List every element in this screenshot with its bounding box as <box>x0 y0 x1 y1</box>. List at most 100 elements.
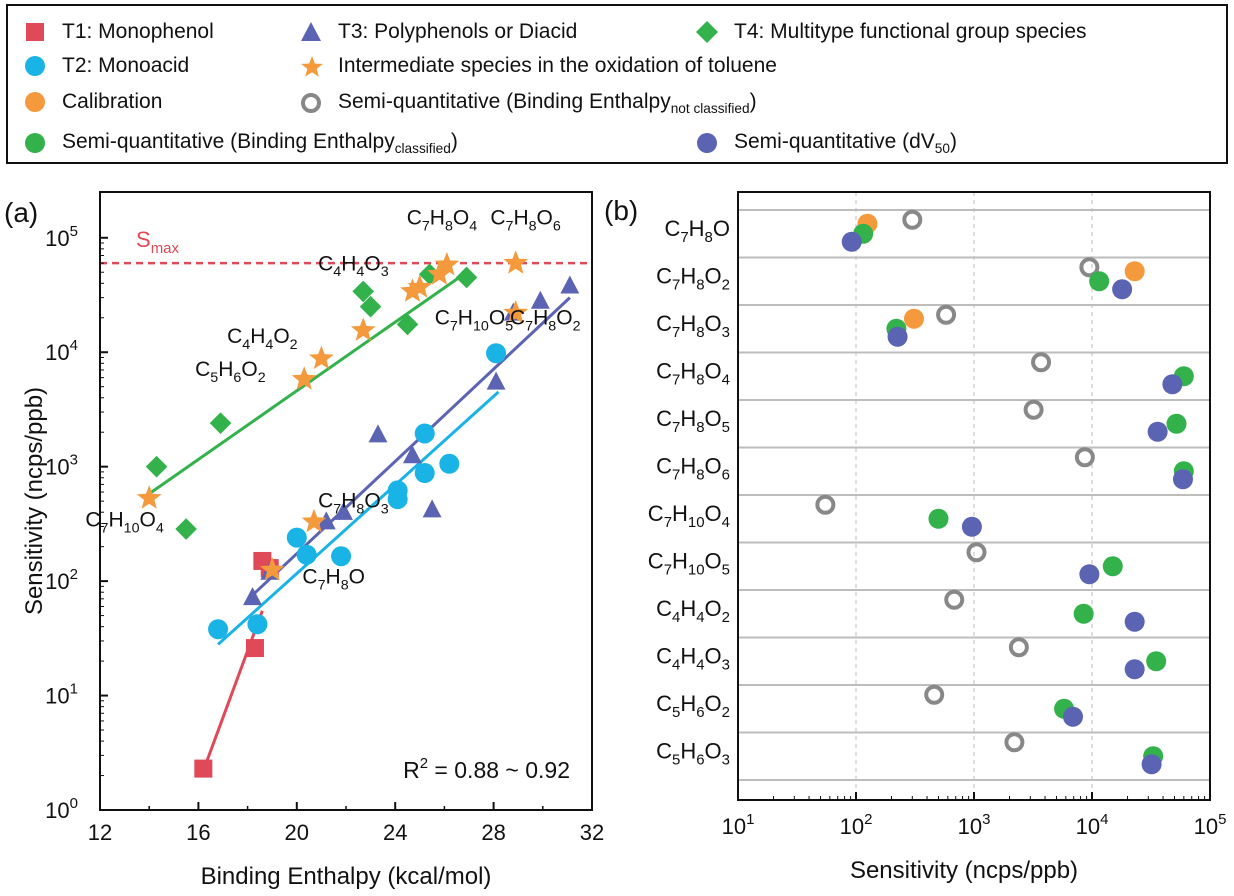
diamond-marker-icon <box>696 21 718 43</box>
data-point <box>194 759 213 778</box>
data-point <box>1004 732 1025 753</box>
data-point <box>903 308 924 329</box>
data-point <box>486 371 506 390</box>
y-tick-label: 101 <box>45 681 78 709</box>
legend-item-t1: T1: Monophenol <box>24 20 214 44</box>
data-point <box>209 412 232 434</box>
data-point <box>418 263 441 286</box>
data-point <box>334 501 353 520</box>
data-point <box>1023 399 1044 420</box>
category-label: C7H10O4 <box>648 501 730 531</box>
x-tick-label: 102 <box>840 811 873 839</box>
data-point <box>1172 469 1193 490</box>
x-axis-title-a: Binding Enthalpy (kcal/mol) <box>201 863 492 890</box>
data-point <box>286 527 307 548</box>
category-label: C7H8O2 <box>656 263 730 293</box>
data-point <box>1089 271 1110 292</box>
data-point <box>1147 421 1168 442</box>
data-point <box>503 250 529 274</box>
x-tick-label: 104 <box>1076 811 1109 839</box>
data-point <box>936 304 957 325</box>
data-point <box>1062 706 1083 727</box>
y-tick-label: 100 <box>45 795 78 823</box>
legend-label: T3: Polyphenols or Diacid <box>338 20 578 43</box>
legend-label: T2: Monoacid <box>62 54 190 77</box>
data-point <box>815 494 836 515</box>
x-tick-label: 103 <box>958 811 991 839</box>
category-label: C5H6O3 <box>656 738 730 768</box>
square-marker-icon <box>24 21 46 43</box>
data-point <box>145 455 168 478</box>
formula-annotation: C7H8O2 <box>510 306 581 334</box>
data-point <box>1074 447 1095 468</box>
legend-item-semi-not-classified: Semi-quantitative (Binding Enthalpynot c… <box>300 90 757 116</box>
circle-marker-icon <box>696 132 718 154</box>
data-point <box>966 542 987 563</box>
fit-line <box>148 276 461 495</box>
fit-line <box>201 610 264 772</box>
data-point <box>352 280 375 303</box>
formula-annotation: C4H4O3 <box>318 252 389 280</box>
formula-annotation: C7H8O3 <box>318 489 389 517</box>
data-point <box>434 251 460 276</box>
circle-marker-icon <box>24 91 46 113</box>
data-point <box>368 424 388 443</box>
smax-label: Smax <box>136 227 180 257</box>
data-point <box>887 326 908 347</box>
circle-marker-icon <box>24 132 46 154</box>
data-point <box>1102 556 1123 577</box>
data-point <box>350 317 376 341</box>
data-point <box>1008 637 1029 658</box>
panel-label-a: (a) <box>4 197 38 228</box>
data-point <box>243 587 262 606</box>
x-tick-label: 28 <box>481 820 505 845</box>
legend-label: Intermediate species in the oxidation of… <box>338 54 777 77</box>
category-label: C7H8O4 <box>656 358 730 388</box>
legend-item-t4: T4: Multitype functional group species <box>696 20 1087 44</box>
r2-label: R2 = 0.88 ~ 0.92 <box>403 755 570 783</box>
x-tick-label: 16 <box>186 820 210 845</box>
star-marker-icon <box>300 55 323 77</box>
legend-item-semi-classified: Semi-quantitative (Binding Enthalpyclass… <box>24 130 458 156</box>
data-point <box>331 546 352 567</box>
data-point <box>259 557 285 581</box>
data-point <box>1073 603 1094 624</box>
legend-item-calibration: Calibration <box>24 90 162 114</box>
data-point <box>136 485 162 509</box>
data-point <box>1079 257 1100 278</box>
category-label: C7H8O5 <box>656 406 730 436</box>
data-point <box>296 544 317 565</box>
legend-label: T4: Multitype functional group species <box>734 20 1087 43</box>
data-point <box>1124 611 1145 632</box>
data-point <box>400 278 425 302</box>
x-tick-label: 101 <box>722 811 755 839</box>
category-label: C7H8O <box>664 216 730 246</box>
data-point <box>309 345 334 370</box>
data-point <box>1146 651 1167 672</box>
data-point <box>961 516 982 537</box>
data-point <box>1079 564 1100 585</box>
data-point <box>1124 659 1145 680</box>
formula-annotation: C7H8O6 <box>490 207 561 235</box>
data-point <box>427 261 452 285</box>
x-tick-label: 24 <box>383 820 407 845</box>
legend-item-intermediate: Intermediate species in the oxidation of… <box>300 54 777 78</box>
fit-line <box>217 390 500 646</box>
data-point <box>486 343 507 364</box>
y-tick-label: 103 <box>45 452 78 480</box>
y-tick-label: 104 <box>45 337 78 365</box>
data-point <box>928 508 949 529</box>
panel-label-b: (b) <box>604 195 638 226</box>
formula-annotation: C7H8O <box>302 566 365 594</box>
formula-annotation: C4H4O2 <box>227 325 298 353</box>
legend-item-semi-dv50: Semi-quantitative (dV50) <box>696 130 957 156</box>
category-label: C4H4O2 <box>656 596 730 626</box>
y-tick-label: 102 <box>45 566 78 594</box>
data-point <box>560 275 580 294</box>
legend-label: Semi-quantitative (Binding Enthalpyclass… <box>62 130 458 157</box>
data-point <box>439 453 460 474</box>
data-point <box>422 499 442 518</box>
y-axis-title-a: Sensitivity (ncps/ppb) <box>21 387 48 615</box>
legend-label: Semi-quantitative (dV50) <box>734 130 957 157</box>
